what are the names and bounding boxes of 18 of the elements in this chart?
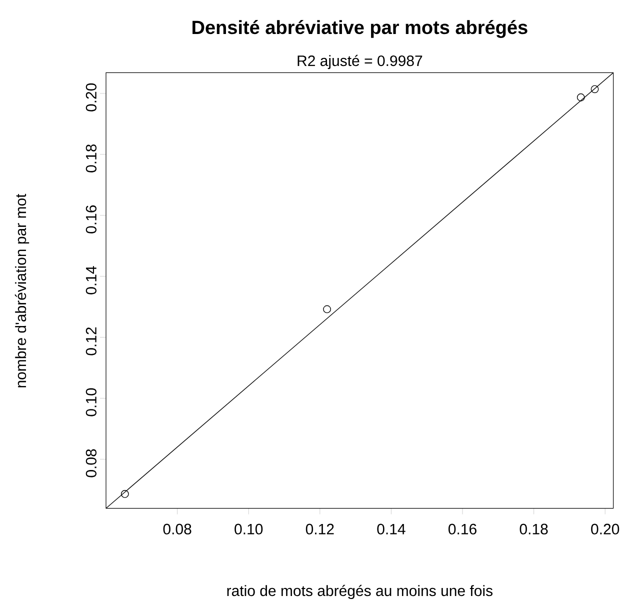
x-tick-label: 0.18: [520, 524, 548, 534]
y-tick-label: 0.10: [86, 388, 96, 416]
x-tick-label: 0.14: [377, 524, 406, 534]
chart-subtitle: R2 ajusté = 0.9987: [298, 54, 422, 70]
y-tick-label: 0.12: [86, 327, 96, 356]
x-axis-title: ratio de mots abrégés au moins une fois: [227, 584, 493, 600]
y-tick-label: 0.08: [86, 449, 96, 478]
x-tick-label: 0.08: [163, 524, 192, 534]
chart-title: Densité abréviative par mots abrégés: [192, 20, 528, 38]
y-tick-label: 0.18: [86, 144, 96, 172]
x-tick-label: 0.12: [306, 524, 334, 534]
x-tick-label: 0.16: [448, 524, 476, 534]
y-tick-label: 0.20: [86, 83, 96, 112]
y-axis-title: nombre d'abréviation par mot: [14, 194, 30, 388]
x-tick-label: 0.20: [591, 524, 620, 534]
x-tick-label: 0.10: [234, 524, 263, 534]
y-tick-label: 0.16: [86, 205, 96, 234]
y-tick-label: 0.14: [86, 266, 96, 294]
